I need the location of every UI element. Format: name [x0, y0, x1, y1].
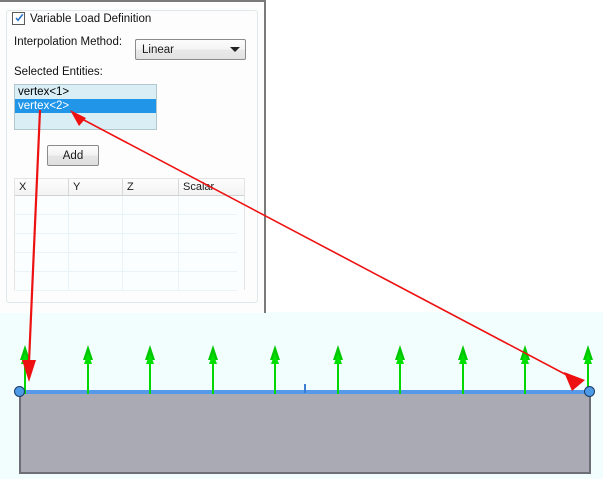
table-cell[interactable]: [69, 196, 123, 215]
interpolation-method-label-row: Interpolation Method:: [14, 36, 122, 48]
edge-midpoint-tick: [304, 384, 306, 393]
table-cell[interactable]: [123, 215, 179, 234]
interpolation-method-value: Linear: [142, 43, 174, 56]
table-header-row: X Y Z Scalar: [15, 179, 244, 196]
column-header[interactable]: Scalar: [183, 181, 215, 193]
variable-load-definition-label: Variable Load Definition: [30, 12, 152, 25]
table-cell[interactable]: [123, 234, 179, 253]
table-cell[interactable]: [69, 272, 123, 291]
list-item[interactable]: vertex<1>: [18, 86, 70, 98]
table-row[interactable]: [15, 196, 244, 215]
load-values-table[interactable]: X Y Z Scalar: [14, 178, 245, 291]
table-cell[interactable]: [69, 234, 123, 253]
table-row[interactable]: [15, 215, 244, 234]
interpolation-method-label: Interpolation Method:: [14, 36, 123, 48]
table-row[interactable]: [15, 234, 244, 253]
table-cell[interactable]: [69, 253, 123, 272]
table-cell[interactable]: [15, 215, 69, 234]
vertex-1-marker[interactable]: [14, 386, 25, 397]
checkmark-icon[interactable]: [12, 12, 25, 25]
checkmark-glyph: [15, 14, 24, 22]
table-cell[interactable]: [179, 196, 237, 215]
table-cell[interactable]: [179, 234, 237, 253]
table-cell[interactable]: [15, 196, 69, 215]
table-cell[interactable]: [179, 215, 237, 234]
variable-load-panel: Variable Load Definition Interpolation M…: [0, 0, 266, 313]
selected-entities-listbox[interactable]: vertex<1> vertex<2>: [14, 84, 157, 130]
add-button[interactable]: Add: [47, 145, 99, 166]
vertex-2-marker[interactable]: [584, 386, 595, 397]
table-row[interactable]: [15, 253, 244, 272]
table-cell[interactable]: [69, 215, 123, 234]
solid-body-face[interactable]: [19, 394, 591, 474]
selected-entities-label: Selected Entities:: [14, 66, 103, 78]
variable-load-definition-checkbox[interactable]: Variable Load Definition: [12, 12, 151, 25]
table-cell[interactable]: [15, 272, 69, 291]
chevron-down-icon[interactable]: [225, 47, 245, 52]
table-cell[interactable]: [179, 272, 237, 291]
table-row[interactable]: [15, 272, 244, 291]
table-cell[interactable]: [123, 272, 179, 291]
table-cell[interactable]: [123, 196, 179, 215]
table-cell[interactable]: [179, 253, 237, 272]
column-header[interactable]: Z: [123, 179, 179, 195]
graphics-viewport[interactable]: [0, 312, 603, 479]
table-cell[interactable]: [15, 253, 69, 272]
column-header[interactable]: X: [15, 179, 69, 195]
table-cell[interactable]: [123, 253, 179, 272]
list-item[interactable]: vertex<2>: [15, 99, 156, 113]
column-header[interactable]: Y: [69, 179, 123, 195]
table-body[interactable]: [15, 196, 244, 291]
table-cell[interactable]: [15, 234, 69, 253]
interpolation-method-select[interactable]: Linear: [135, 39, 246, 60]
